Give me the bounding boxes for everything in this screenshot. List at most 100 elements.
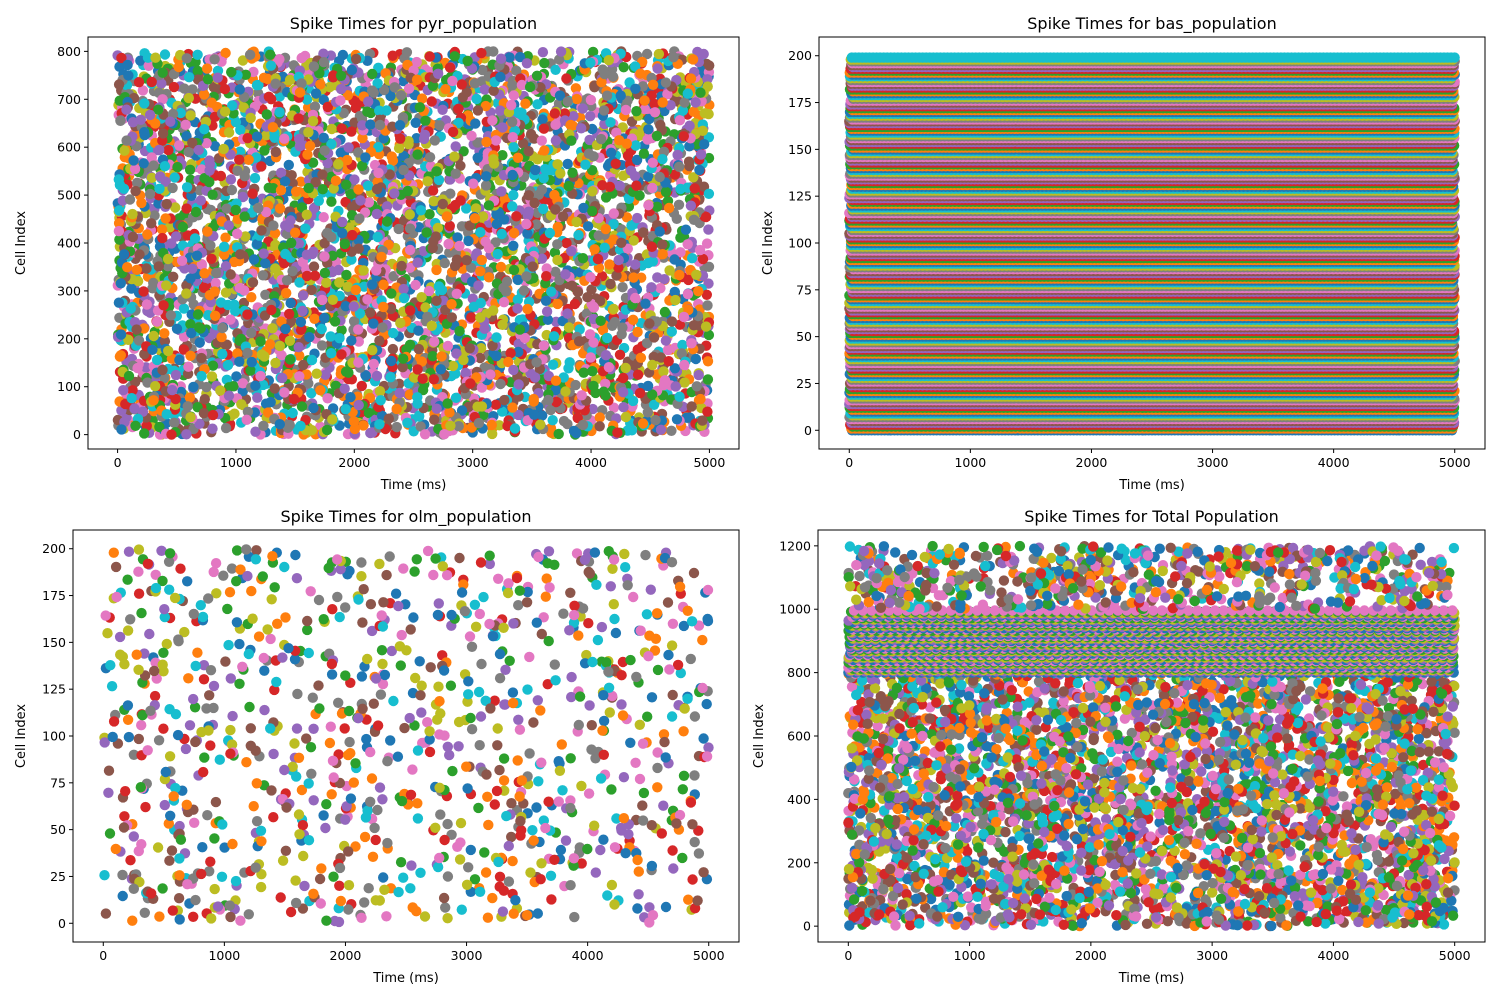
spike-point [127,208,138,220]
spike-point [387,50,398,61]
spike-point [643,257,654,269]
spike-point [356,380,367,392]
spike-point [476,254,487,266]
spike-point [521,58,533,69]
spike-point [446,312,457,323]
spike-point [677,105,689,116]
spike-point [157,94,168,105]
spike-point [144,188,156,200]
spike-point [219,106,231,117]
spike-point [255,370,266,382]
spike-point [119,145,130,156]
spike-point [171,323,183,334]
spike-point [675,247,686,258]
spike-point [207,423,218,434]
spike-point [362,106,373,117]
spike-point [257,379,269,391]
spike-point [220,422,232,434]
spike-point [234,146,246,157]
spike-point [421,227,432,238]
spike-point [269,383,280,394]
spike-point [517,138,529,149]
spike-point [204,165,215,176]
spike-point [444,407,455,418]
spike-point [374,419,385,430]
spike-point [436,351,447,362]
spike-point [702,406,713,417]
spike-point [664,265,675,276]
spike-point [319,145,330,156]
spike-point [699,139,710,150]
spike-point [337,228,348,239]
spike-point [690,97,701,108]
spike-point [301,209,312,220]
spike-point [327,294,338,305]
spike-point [362,294,373,305]
spike-point [413,325,424,336]
spike-point [371,265,382,276]
spike-point [683,274,694,286]
spike-point [604,259,615,270]
spike-point [357,132,368,144]
spike-point [410,117,421,128]
spike-point [495,105,506,116]
spike-point [585,111,596,122]
spike-point [139,348,150,360]
spike-point [688,106,699,117]
spike-point [549,189,560,201]
spike-point [691,269,702,280]
spike-point [255,336,266,347]
spike-point [230,116,242,128]
spike-point [670,381,681,392]
spike-point [454,325,465,337]
spike-point [690,353,702,365]
spike-point [422,176,433,187]
spike-point [198,408,210,419]
spike-point [429,336,440,347]
spike-point [587,366,598,377]
spike-point [378,279,389,290]
spike-point [531,70,543,82]
spike-point [201,381,212,393]
spike-point [507,132,518,143]
spike-point [126,393,137,404]
spike-point [346,335,357,346]
spike-point [595,315,606,326]
spike-point [475,227,486,238]
spike-point [597,325,609,336]
spike-point [159,49,171,60]
spike-point [576,123,587,134]
spike-point [466,130,477,141]
spike-point [313,195,324,206]
spike-point [309,313,320,324]
spike-point [657,97,668,108]
spike-point [437,104,448,116]
spike-point [508,189,519,201]
spike-point [511,65,522,76]
spike-point [296,401,308,412]
spike-point [372,78,383,89]
spike-point [211,267,222,279]
spike-point [497,150,508,161]
spike-point [626,220,637,231]
spike-point [326,138,337,150]
spike-point [237,378,249,389]
spike-point [293,113,304,124]
spike-point [435,364,446,375]
spike-point [606,147,617,158]
spike-point [537,47,549,58]
spike-point [703,329,715,341]
spike-point [268,183,279,194]
spike-point [439,429,450,440]
spike-point [631,106,642,117]
spike-point [703,188,715,199]
spike-point [644,318,655,329]
spike-point [301,270,313,282]
spike-point [560,269,571,280]
spike-point [223,390,235,401]
spike-point [413,410,425,421]
spike-point [547,415,558,426]
spike-point [431,166,442,177]
spike-point [176,255,188,266]
spike-point [703,224,714,235]
